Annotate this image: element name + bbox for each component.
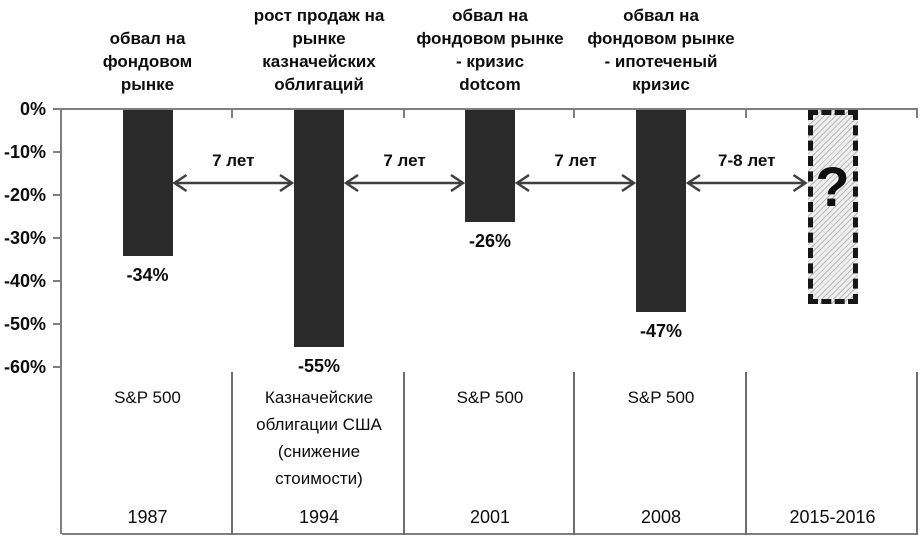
zero-axis-line <box>62 108 918 110</box>
category-separator <box>573 372 575 535</box>
y-axis-tick-label: -40% <box>3 271 46 291</box>
category-tick <box>231 110 233 118</box>
y-axis-tick-label: -50% <box>3 314 46 334</box>
interval-arrow <box>514 173 637 193</box>
year-label: 1994 <box>298 507 340 527</box>
instrument-label: S&P 500 <box>456 388 524 407</box>
category-tick <box>573 110 575 118</box>
category-separator <box>231 372 233 535</box>
bar-value-label: -55% <box>297 355 341 376</box>
bar-annotation-1987: обвал на фондовом рынке <box>102 29 193 94</box>
instrument-label: Казначейские облигации США (снижение сто… <box>256 388 382 488</box>
category-tick <box>916 110 918 118</box>
y-axis-tick <box>53 366 61 368</box>
bar-annotation-2008: обвал на фондовом рынке - ипотеченый кри… <box>587 6 735 94</box>
y-axis-tick <box>53 151 61 153</box>
bar-value-label: -26% <box>468 230 512 251</box>
year-label: 2015-2016 <box>789 507 876 527</box>
question-mark-label: ? <box>815 155 850 218</box>
category-separator <box>916 372 918 535</box>
category-separator <box>745 372 747 535</box>
bottom-border-line <box>62 533 918 535</box>
y-axis-line <box>60 108 62 534</box>
bar-2001 <box>465 110 515 222</box>
interval-label: 7 лет <box>212 151 255 170</box>
y-axis-tick <box>53 237 61 239</box>
year-label: 2008 <box>640 507 682 527</box>
y-axis-tick-label: -30% <box>3 228 46 248</box>
category-tick <box>403 110 405 118</box>
interval-label: 7-8 лет <box>718 151 776 170</box>
category-tick <box>745 110 747 118</box>
interval-arrow <box>172 173 295 193</box>
y-axis-tick-label: 0% <box>19 99 46 119</box>
bar-value-label: -47% <box>639 321 683 342</box>
y-axis-tick-label: -60% <box>3 357 46 377</box>
year-label: 2001 <box>469 507 511 527</box>
category-separator <box>403 372 405 535</box>
y-axis-tick-label: -10% <box>3 142 46 162</box>
bar-2008 <box>636 110 686 313</box>
interval-arrow <box>685 173 808 193</box>
year-label: 1987 <box>127 507 168 527</box>
interval-label: 7 лет <box>554 151 597 170</box>
bar-annotation-1994: рост продаж на рынке казначейских облига… <box>253 6 385 94</box>
y-axis-tick-label: -20% <box>3 185 46 205</box>
bar-1994 <box>294 110 344 347</box>
y-axis-tick <box>53 323 61 325</box>
instrument-label: S&P 500 <box>114 388 181 407</box>
bar-value-label: -34% <box>126 265 169 286</box>
interval-label: 7 лет <box>383 151 426 170</box>
bar-1987 <box>122 110 173 257</box>
y-axis-tick <box>53 194 61 196</box>
unknown-future-bar: ? <box>807 110 858 304</box>
y-axis-tick <box>53 108 61 110</box>
instrument-label: S&P 500 <box>627 388 695 407</box>
bar-annotation-2001: обвал на фондовом рынке - кризис dotcom <box>416 6 564 94</box>
y-axis-tick <box>53 280 61 282</box>
interval-arrow <box>343 173 466 193</box>
